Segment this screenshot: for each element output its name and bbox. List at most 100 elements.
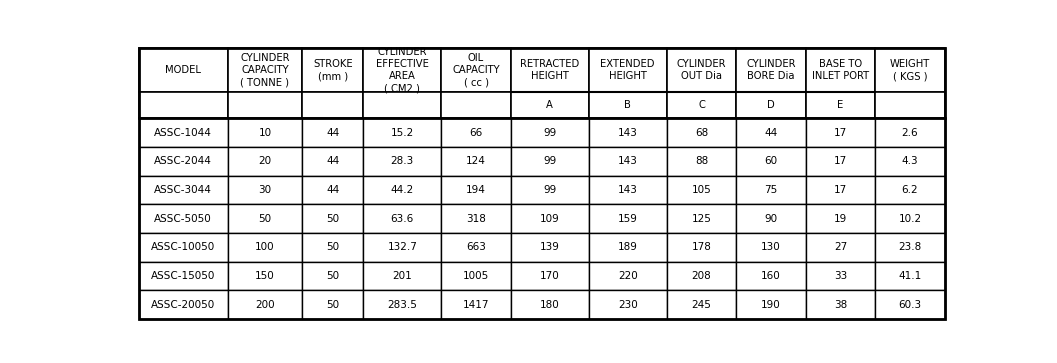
Text: ASSC-10050: ASSC-10050 — [151, 242, 216, 252]
Text: 50: 50 — [258, 213, 272, 224]
Text: 4.3: 4.3 — [902, 156, 919, 166]
Bar — [364, 233, 441, 262]
Text: ASSC-2044: ASSC-2044 — [154, 156, 212, 166]
Bar — [441, 48, 511, 93]
Bar — [589, 233, 667, 262]
Bar — [511, 233, 589, 262]
Bar — [875, 233, 945, 262]
Text: 30: 30 — [258, 185, 272, 195]
Text: CYLINDER
EFFECTIVE
AREA
( CM2 ): CYLINDER EFFECTIVE AREA ( CM2 ) — [376, 46, 429, 94]
Bar — [364, 118, 441, 147]
Bar — [875, 118, 945, 147]
Text: 139: 139 — [540, 242, 560, 252]
Text: 143: 143 — [617, 185, 637, 195]
Bar — [302, 48, 364, 93]
Text: 178: 178 — [691, 242, 711, 252]
Text: 125: 125 — [691, 213, 711, 224]
Text: 245: 245 — [691, 299, 711, 310]
Text: 17: 17 — [834, 127, 847, 138]
Bar — [805, 204, 875, 233]
Bar — [589, 204, 667, 233]
Bar — [667, 147, 737, 176]
Bar — [364, 204, 441, 233]
Text: 130: 130 — [761, 242, 781, 252]
Text: 143: 143 — [617, 156, 637, 166]
Text: 50: 50 — [327, 213, 339, 224]
Bar — [302, 262, 364, 290]
Bar — [441, 118, 511, 147]
Text: 100: 100 — [255, 242, 275, 252]
Bar — [441, 233, 511, 262]
Bar — [227, 233, 302, 262]
Text: 68: 68 — [694, 127, 708, 138]
Text: 663: 663 — [466, 242, 486, 252]
Text: CYLINDER
BORE Dia: CYLINDER BORE Dia — [746, 59, 796, 81]
Bar — [227, 204, 302, 233]
Bar — [805, 176, 875, 204]
Text: OIL
CAPACITY
( cc ): OIL CAPACITY ( cc ) — [452, 53, 500, 87]
Bar — [667, 48, 737, 93]
Text: ASSC-20050: ASSC-20050 — [151, 299, 216, 310]
Bar — [875, 290, 945, 319]
Bar — [227, 290, 302, 319]
Text: 150: 150 — [255, 271, 275, 281]
Text: 27: 27 — [834, 242, 847, 252]
Bar — [875, 147, 945, 176]
Bar — [737, 118, 805, 147]
Bar — [875, 93, 945, 118]
Bar — [138, 290, 227, 319]
Bar — [441, 290, 511, 319]
Bar — [302, 290, 364, 319]
Text: 2.6: 2.6 — [902, 127, 919, 138]
Bar — [302, 204, 364, 233]
Bar — [667, 176, 737, 204]
Bar — [138, 233, 227, 262]
Bar — [805, 262, 875, 290]
Bar — [589, 262, 667, 290]
Text: 105: 105 — [691, 185, 711, 195]
Text: ASSC-3044: ASSC-3044 — [154, 185, 212, 195]
Bar — [737, 147, 805, 176]
Text: 190: 190 — [761, 299, 781, 310]
Bar — [138, 262, 227, 290]
Text: 60: 60 — [764, 156, 778, 166]
Bar — [805, 48, 875, 93]
Text: 143: 143 — [617, 127, 637, 138]
Bar — [364, 262, 441, 290]
Text: 23.8: 23.8 — [898, 242, 922, 252]
Bar — [511, 262, 589, 290]
Bar — [589, 176, 667, 204]
Text: E: E — [837, 100, 843, 110]
Text: 10.2: 10.2 — [898, 213, 922, 224]
Bar — [667, 290, 737, 319]
Bar — [364, 290, 441, 319]
Text: RETRACTED
HEIGHT: RETRACTED HEIGHT — [520, 59, 579, 81]
Bar — [364, 48, 441, 93]
Bar — [737, 176, 805, 204]
Text: 44: 44 — [764, 127, 778, 138]
Text: 20: 20 — [258, 156, 272, 166]
Text: B: B — [625, 100, 631, 110]
Bar — [805, 147, 875, 176]
Text: 44: 44 — [327, 185, 339, 195]
Text: 63.6: 63.6 — [391, 213, 414, 224]
Bar — [138, 176, 227, 204]
Bar — [805, 93, 875, 118]
Bar — [805, 118, 875, 147]
Text: 1417: 1417 — [463, 299, 489, 310]
Bar — [138, 118, 227, 147]
Text: WEIGHT
( KGS ): WEIGHT ( KGS ) — [890, 59, 930, 81]
Bar — [138, 48, 227, 93]
Text: 283.5: 283.5 — [387, 299, 418, 310]
Text: C: C — [698, 100, 705, 110]
Bar — [302, 118, 364, 147]
Bar — [511, 147, 589, 176]
Bar — [364, 93, 441, 118]
Bar — [441, 93, 511, 118]
Text: BASE TO
INLET PORT: BASE TO INLET PORT — [812, 59, 869, 81]
Text: 1005: 1005 — [463, 271, 489, 281]
Text: A: A — [546, 100, 553, 110]
Bar — [511, 48, 589, 93]
Bar — [737, 48, 805, 93]
Text: 160: 160 — [761, 271, 781, 281]
